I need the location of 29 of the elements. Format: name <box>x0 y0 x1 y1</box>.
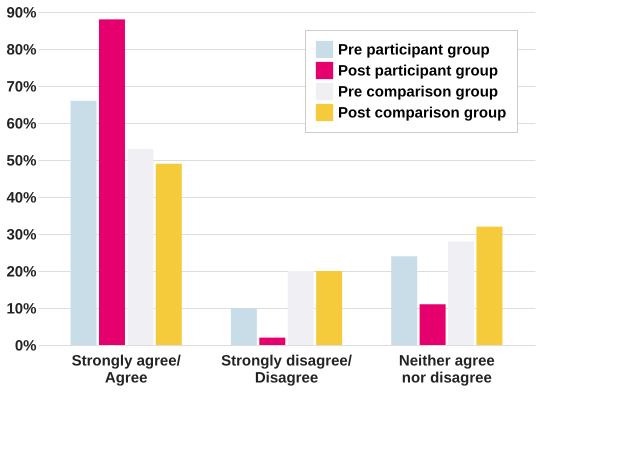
bar <box>288 271 314 345</box>
bar <box>259 338 286 345</box>
bar <box>391 256 418 345</box>
legend-label: Post participant group <box>338 62 498 80</box>
legend-label: Post comparison group <box>338 104 506 122</box>
y-tick-label: 60% <box>6 116 36 132</box>
legend-label: Pre participant group <box>338 42 490 58</box>
x-tick-label: Strongly disagree/ Disagree <box>221 352 353 386</box>
y-tick-label: 30% <box>6 226 36 244</box>
y-tick-label: 0% <box>14 338 36 354</box>
y-tick-label: 40% <box>6 190 36 206</box>
y-tick-label: 10% <box>6 300 36 318</box>
x-tick-label: Strongly agree/ Agree <box>72 352 182 386</box>
y-tick-label: 70% <box>6 78 36 96</box>
bar <box>70 100 97 345</box>
bar <box>127 148 154 345</box>
bar <box>230 308 257 345</box>
y-tick-label: 50% <box>6 152 36 170</box>
y-tick-label: 20% <box>6 264 36 280</box>
bar <box>98 19 125 345</box>
x-tick-label: Neither agree nor disagree <box>398 352 495 386</box>
bar <box>476 226 502 345</box>
y-tick-label: 80% <box>6 42 36 58</box>
bar <box>420 304 446 345</box>
bar <box>448 241 474 345</box>
bar <box>316 271 342 345</box>
legend-label: Pre comparison group <box>338 84 498 100</box>
y-tick-label: 90% <box>6 4 36 22</box>
bar <box>156 164 182 345</box>
